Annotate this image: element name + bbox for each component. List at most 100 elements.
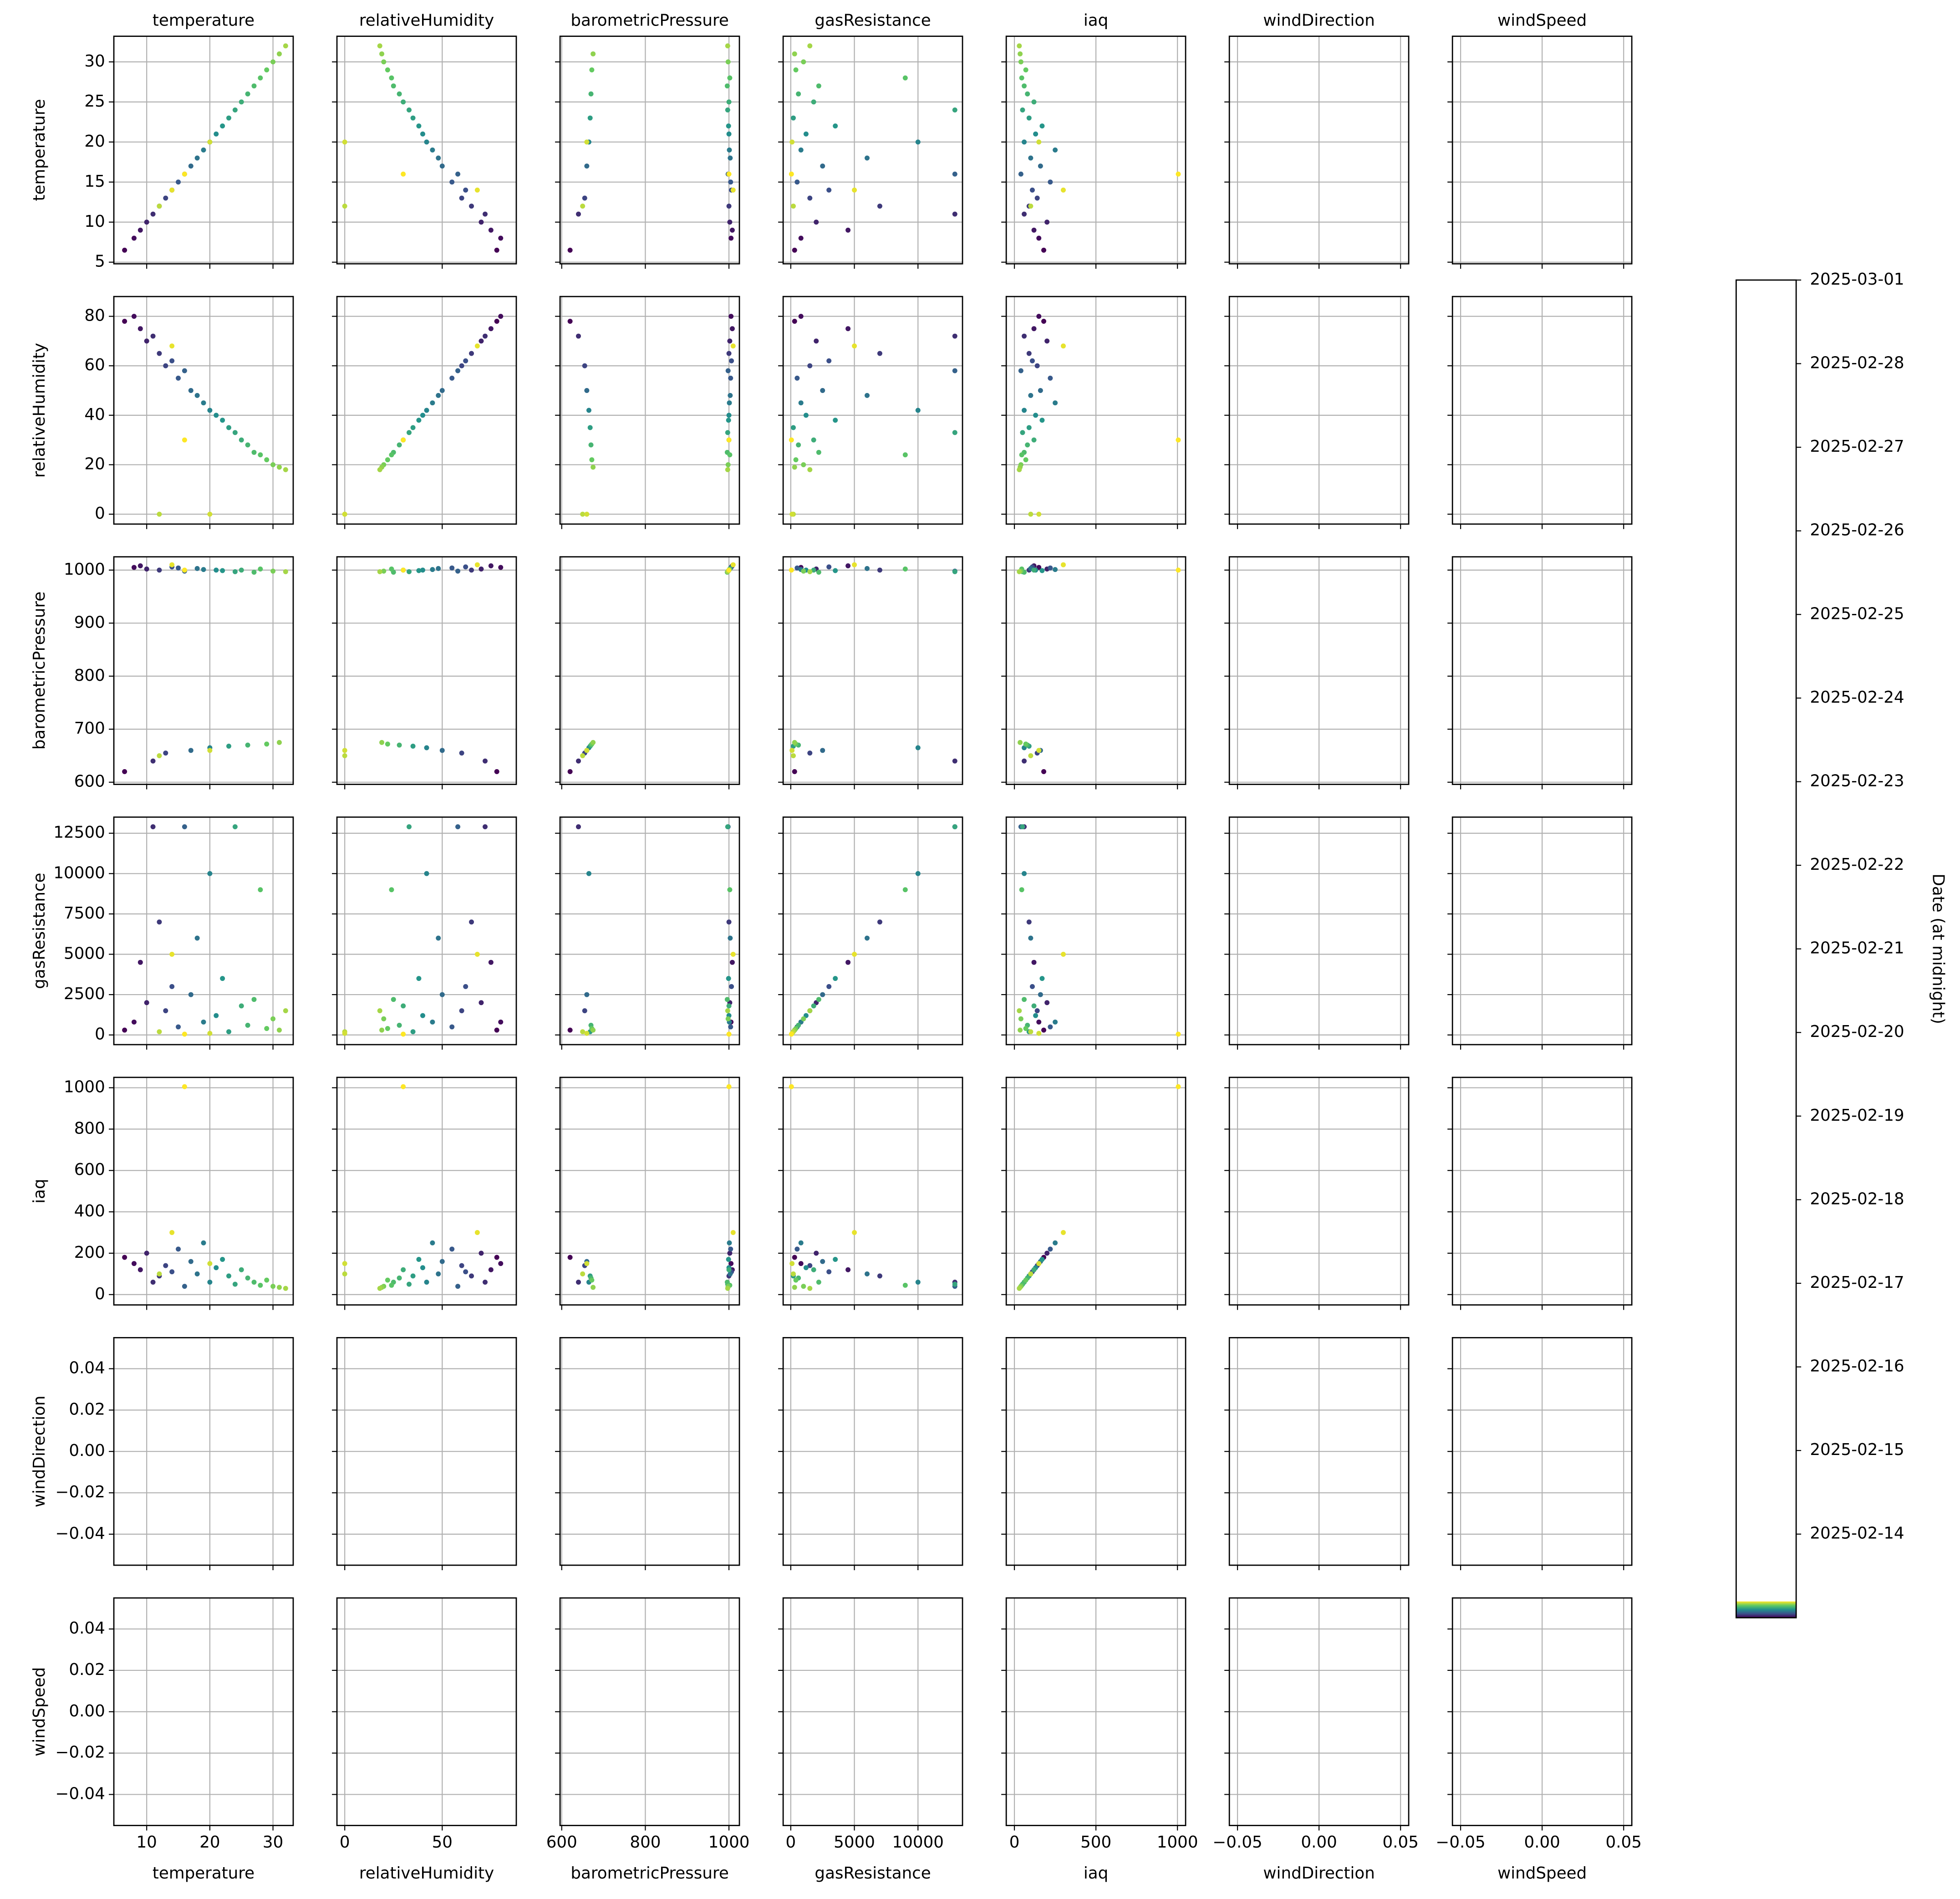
- panel-frame: [336, 1337, 517, 1566]
- point: [1039, 123, 1045, 129]
- point: [1036, 1031, 1042, 1036]
- point: [728, 393, 733, 398]
- point: [182, 1084, 187, 1089]
- panel-frame: [559, 296, 740, 525]
- point: [567, 1027, 573, 1033]
- point: [1028, 935, 1033, 941]
- panel-frame: [559, 816, 740, 1046]
- panel-frame: [1005, 816, 1186, 1046]
- point: [807, 750, 813, 756]
- point: [807, 43, 813, 49]
- point: [915, 408, 921, 413]
- point: [226, 1273, 232, 1279]
- point: [820, 748, 825, 753]
- point: [381, 1016, 387, 1021]
- point: [727, 338, 733, 344]
- x-tick-label: 0.05: [1382, 1833, 1418, 1852]
- point: [169, 562, 175, 567]
- point: [137, 960, 143, 965]
- point: [1039, 976, 1045, 981]
- point: [807, 467, 813, 472]
- point: [1048, 565, 1053, 571]
- point: [214, 413, 219, 418]
- point: [1023, 67, 1028, 72]
- point: [188, 992, 193, 997]
- point: [469, 919, 474, 925]
- point: [1019, 887, 1024, 893]
- point: [276, 51, 282, 56]
- point: [584, 1031, 590, 1036]
- y-tick-label: 0.02: [69, 1400, 105, 1419]
- point: [157, 204, 162, 209]
- point: [902, 567, 908, 572]
- point: [436, 155, 441, 161]
- point: [436, 566, 441, 571]
- point: [727, 75, 733, 81]
- point: [401, 437, 406, 443]
- point: [865, 155, 870, 161]
- x-tick-label: −0.05: [1212, 1833, 1262, 1852]
- point: [176, 565, 181, 571]
- point: [483, 824, 488, 830]
- y-tick-label: 12500: [53, 823, 105, 842]
- point: [207, 1280, 213, 1285]
- point: [589, 1277, 595, 1283]
- point: [726, 919, 732, 925]
- y-tick-label: 20: [84, 132, 105, 151]
- point: [182, 1031, 187, 1037]
- point: [469, 1273, 474, 1279]
- colorbar-tick-label: 2025-02-21: [1810, 939, 1904, 958]
- point: [131, 235, 137, 241]
- point: [239, 567, 244, 573]
- point: [730, 343, 736, 349]
- point: [580, 753, 585, 758]
- panel-frame: [113, 36, 294, 265]
- point: [580, 204, 585, 209]
- point: [169, 1269, 175, 1275]
- point: [1044, 220, 1050, 225]
- point: [220, 568, 225, 573]
- point: [424, 871, 429, 876]
- point: [1020, 824, 1025, 830]
- point: [586, 871, 591, 876]
- point: [726, 1257, 731, 1262]
- point: [725, 467, 730, 472]
- point: [276, 1027, 282, 1033]
- point: [220, 976, 225, 981]
- point: [459, 750, 464, 756]
- point: [488, 960, 494, 965]
- panel-frame: [1451, 36, 1633, 265]
- panel-frame: [1005, 1337, 1186, 1566]
- point: [232, 824, 238, 830]
- point: [820, 388, 825, 393]
- point: [1022, 871, 1027, 876]
- point: [1041, 769, 1047, 774]
- point: [182, 567, 187, 573]
- panel-frame: [113, 816, 294, 1046]
- y-axis-label: iaq: [30, 1179, 49, 1203]
- point: [131, 1019, 137, 1025]
- point: [952, 368, 957, 373]
- point: [952, 333, 957, 339]
- y-axis-label: windSpeed: [30, 1667, 49, 1756]
- point: [1023, 457, 1028, 463]
- colorbar-tick-label: 2025-02-26: [1810, 521, 1904, 540]
- y-tick-label: 0.04: [69, 1619, 105, 1638]
- panel-frame: [1005, 1077, 1186, 1306]
- point: [726, 976, 731, 981]
- point: [1061, 343, 1066, 349]
- point: [852, 1230, 857, 1235]
- point: [498, 1019, 504, 1025]
- point: [270, 1284, 276, 1289]
- point: [188, 1259, 193, 1264]
- point: [877, 204, 882, 209]
- point: [820, 992, 825, 997]
- point: [852, 951, 857, 957]
- point: [877, 351, 882, 356]
- point: [201, 1240, 206, 1246]
- point: [420, 1265, 425, 1271]
- point: [416, 123, 422, 129]
- point: [385, 67, 390, 72]
- point: [798, 235, 804, 241]
- point: [1031, 1003, 1037, 1009]
